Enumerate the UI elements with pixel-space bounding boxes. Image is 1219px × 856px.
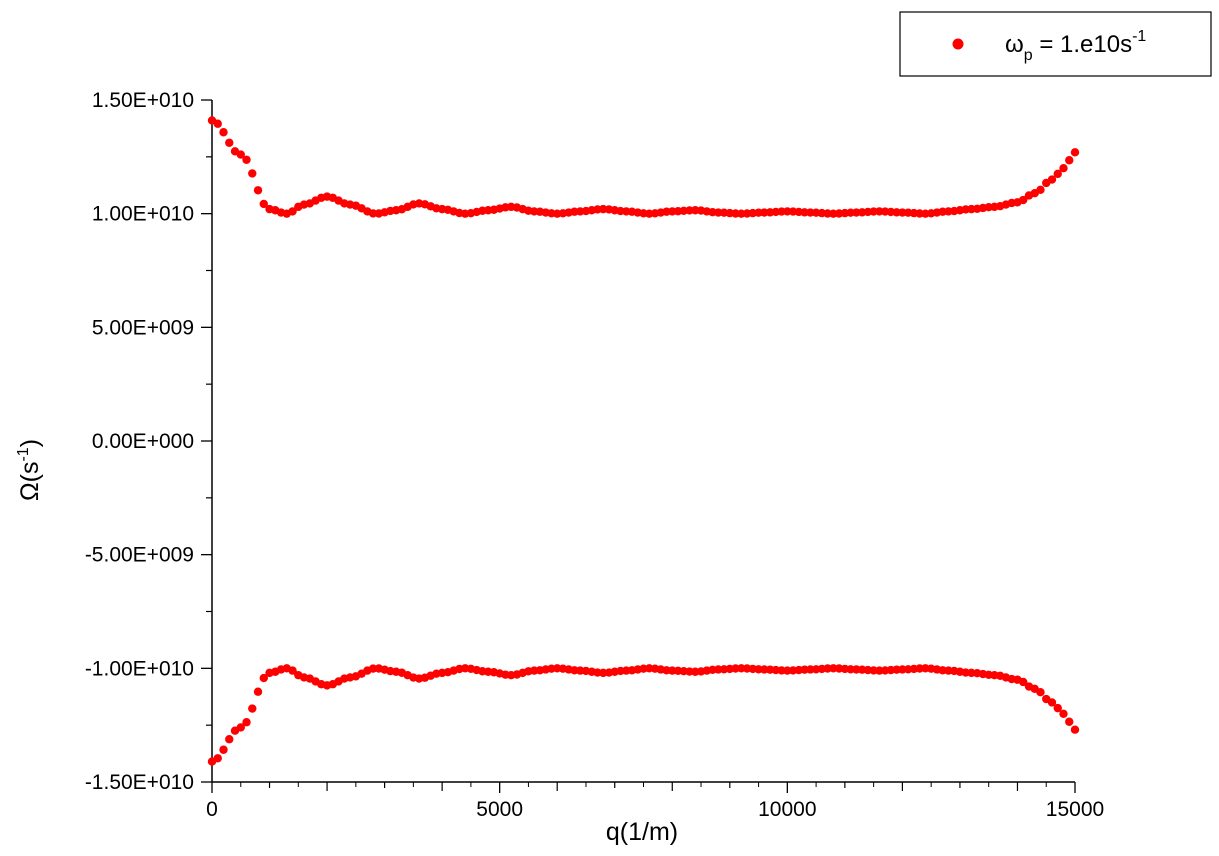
x-tick-label: 5000 — [476, 798, 523, 821]
lower-branch-point — [225, 735, 234, 744]
upper-branch-point — [236, 150, 245, 159]
y-tick-label: 1.00E+010 — [92, 203, 194, 226]
y-tick-label: 0.00E+000 — [92, 430, 194, 453]
lower-branch-point — [1019, 677, 1028, 687]
upper-branch-point — [225, 138, 234, 147]
lower-branch-point — [219, 745, 228, 754]
ticks: 0 5000 10000 15000 1.50E+010 1.00E+010 5.00E+0… — [85, 89, 1104, 821]
y-axis-title: Ω(s-1) — [15, 439, 44, 501]
lower-branch-point — [259, 673, 268, 683]
lower-branch-point — [1065, 717, 1074, 726]
upper-branch-point — [1070, 148, 1080, 157]
y-tick-label: -1.00E+010 — [85, 657, 194, 680]
y-tick-label: 5.00E+009 — [92, 316, 194, 339]
legend-marker — [952, 38, 964, 50]
upper-branch-point — [288, 207, 297, 216]
upper-branch-point — [213, 119, 222, 128]
lower-branch-point — [288, 666, 297, 675]
legend: ωp = 1.e10s-1 — [899, 11, 1212, 77]
lower-branch-point — [236, 723, 245, 732]
legend-text: = 1.e10s — [1033, 31, 1132, 58]
lower-branch-point — [248, 704, 257, 713]
legend-box — [899, 11, 1212, 77]
lower-branch-point — [253, 687, 263, 696]
legend-superscript: -1 — [1132, 28, 1146, 45]
y-tick-label: -1.50E+010 — [85, 771, 194, 794]
x-tick-label: 15000 — [1046, 798, 1104, 821]
upper-branch-point — [219, 128, 228, 137]
upper-branch-point — [1047, 175, 1057, 184]
upper-branch-point — [1036, 185, 1045, 194]
upper-branch-point — [248, 169, 257, 178]
upper-branch-point — [1059, 164, 1068, 173]
upper-branch-point — [242, 155, 251, 164]
x-axis-title: q(1/m) — [606, 818, 678, 846]
svg-text:Ω(s-1): Ω(s-1) — [15, 439, 44, 501]
x-tick-label: 0 — [206, 798, 218, 821]
lower-branch-point — [1070, 725, 1080, 734]
lower-branch-point — [1059, 709, 1068, 718]
y-axis-title-main: Ω(s — [16, 462, 44, 502]
y-axis-title-close: ) — [16, 439, 44, 447]
x-tick-label: 10000 — [758, 798, 816, 821]
upper-branch-point — [1019, 195, 1028, 205]
data-points — [207, 116, 1080, 766]
upper-branch-point — [1065, 156, 1074, 165]
lower-branch-point — [1036, 688, 1045, 697]
upper-branch-point — [1053, 169, 1062, 179]
legend-symbol: ω — [1005, 31, 1024, 58]
lower-branch-point — [1047, 698, 1057, 707]
y-axis-title-superscript: -1 — [15, 447, 32, 461]
lower-branch-point — [242, 718, 251, 727]
upper-branch-point — [259, 199, 268, 209]
y-tick-label: -5.00E+009 — [85, 544, 194, 567]
lower-branch-point — [1053, 703, 1062, 713]
legend-label: ωp = 1.e10s-1 — [1005, 28, 1146, 64]
legend-subscript: p — [1024, 47, 1033, 64]
y-tick-label: 1.50E+010 — [92, 89, 194, 112]
upper-branch-point — [253, 186, 263, 195]
lower-branch-point — [213, 754, 222, 763]
